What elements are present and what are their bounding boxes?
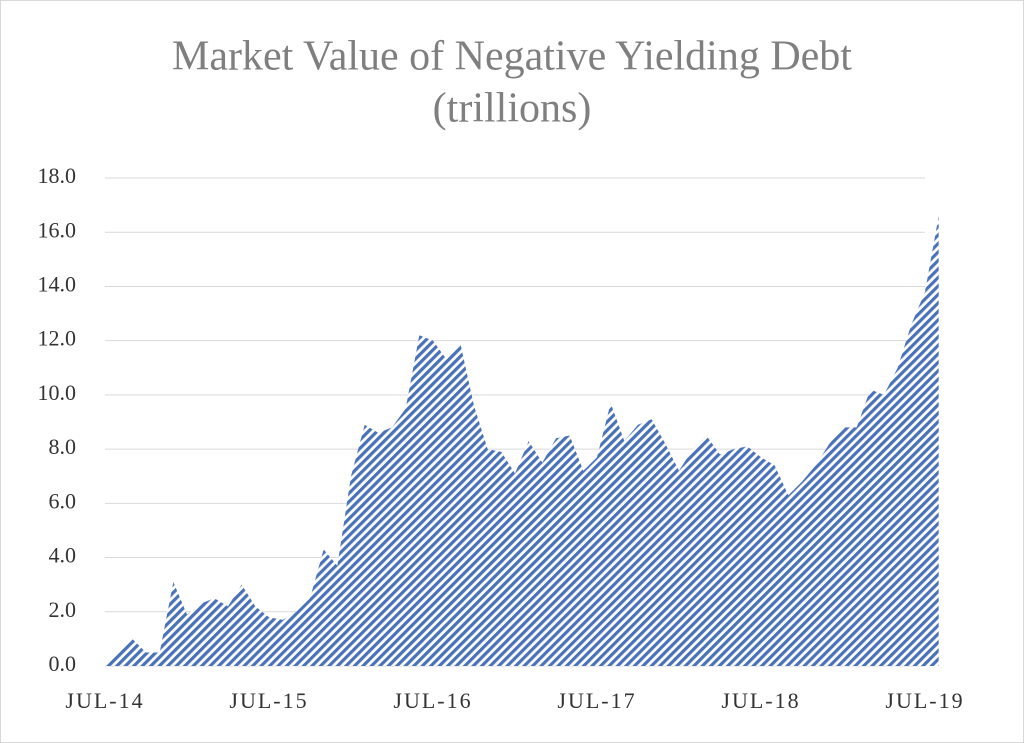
y-tick-label: 10.0 [38,380,77,405]
y-tick-label: 18.0 [38,163,77,188]
y-tick-label: 14.0 [38,271,77,296]
y-tick-label: 2.0 [49,597,77,622]
x-tick-label: JUL-17 [557,688,636,713]
chart-subtitle: (trillions) [433,86,592,132]
y-tick-label: 16.0 [38,217,77,242]
x-tick-label: JUL-14 [65,688,144,713]
y-tick-label: 0.0 [49,651,77,676]
y-tick-label: 12.0 [38,326,77,351]
area [105,215,939,666]
y-tick-label: 8.0 [49,434,77,459]
x-tick-label: JUL-15 [229,688,308,713]
x-tick-label: JUL-19 [885,688,964,713]
chart-title: Market Value of Negative Yielding Debt [172,34,852,80]
y-tick-label: 4.0 [49,543,77,568]
y-tick-label: 6.0 [49,488,77,513]
x-tick-label: JUL-16 [393,688,472,713]
x-tick-label: JUL-18 [721,688,800,713]
